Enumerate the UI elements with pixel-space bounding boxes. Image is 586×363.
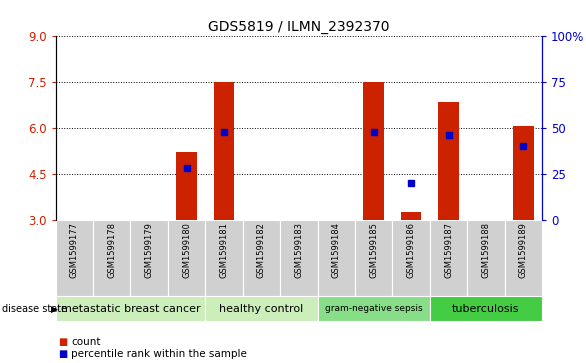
Bar — [393, 220, 430, 296]
Text: ▶: ▶ — [51, 305, 58, 314]
Text: GSM1599182: GSM1599182 — [257, 222, 266, 278]
Text: percentile rank within the sample: percentile rank within the sample — [71, 349, 247, 359]
Text: GSM1599181: GSM1599181 — [220, 222, 229, 278]
Bar — [214, 82, 234, 220]
Bar — [93, 220, 131, 296]
Text: ■: ■ — [59, 349, 68, 359]
Text: GSM1599179: GSM1599179 — [145, 222, 154, 278]
Text: tuberculosis: tuberculosis — [452, 303, 520, 314]
Bar — [176, 152, 197, 220]
Bar — [430, 296, 542, 321]
Bar — [205, 296, 318, 321]
Text: GSM1599189: GSM1599189 — [519, 222, 528, 278]
Bar — [430, 220, 467, 296]
Bar — [131, 220, 168, 296]
Text: ■: ■ — [59, 337, 68, 347]
Text: count: count — [71, 337, 101, 347]
Bar — [280, 220, 318, 296]
Bar — [363, 82, 384, 220]
Text: GSM1599180: GSM1599180 — [182, 222, 191, 278]
Text: gram-negative sepsis: gram-negative sepsis — [325, 304, 423, 313]
Text: GSM1599184: GSM1599184 — [332, 222, 341, 278]
Bar — [318, 220, 355, 296]
Text: GSM1599183: GSM1599183 — [294, 222, 304, 278]
Text: GSM1599188: GSM1599188 — [482, 222, 490, 278]
Bar — [401, 212, 421, 220]
Text: GSM1599185: GSM1599185 — [369, 222, 378, 278]
Text: healthy control: healthy control — [219, 303, 304, 314]
Text: GSM1599178: GSM1599178 — [107, 222, 116, 278]
Title: GDS5819 / ILMN_2392370: GDS5819 / ILMN_2392370 — [208, 20, 390, 34]
Text: GSM1599186: GSM1599186 — [407, 222, 415, 278]
Bar — [56, 296, 205, 321]
Bar — [355, 220, 393, 296]
Bar — [467, 220, 505, 296]
Text: GSM1599187: GSM1599187 — [444, 222, 453, 278]
Bar — [318, 296, 430, 321]
Bar — [56, 220, 93, 296]
Bar — [438, 102, 459, 220]
Bar — [243, 220, 280, 296]
Bar — [513, 126, 534, 220]
Bar — [168, 220, 205, 296]
Text: disease state: disease state — [2, 304, 67, 314]
Bar — [505, 220, 542, 296]
Text: GSM1599177: GSM1599177 — [70, 222, 79, 278]
Bar — [205, 220, 243, 296]
Text: metastatic breast cancer: metastatic breast cancer — [61, 303, 200, 314]
